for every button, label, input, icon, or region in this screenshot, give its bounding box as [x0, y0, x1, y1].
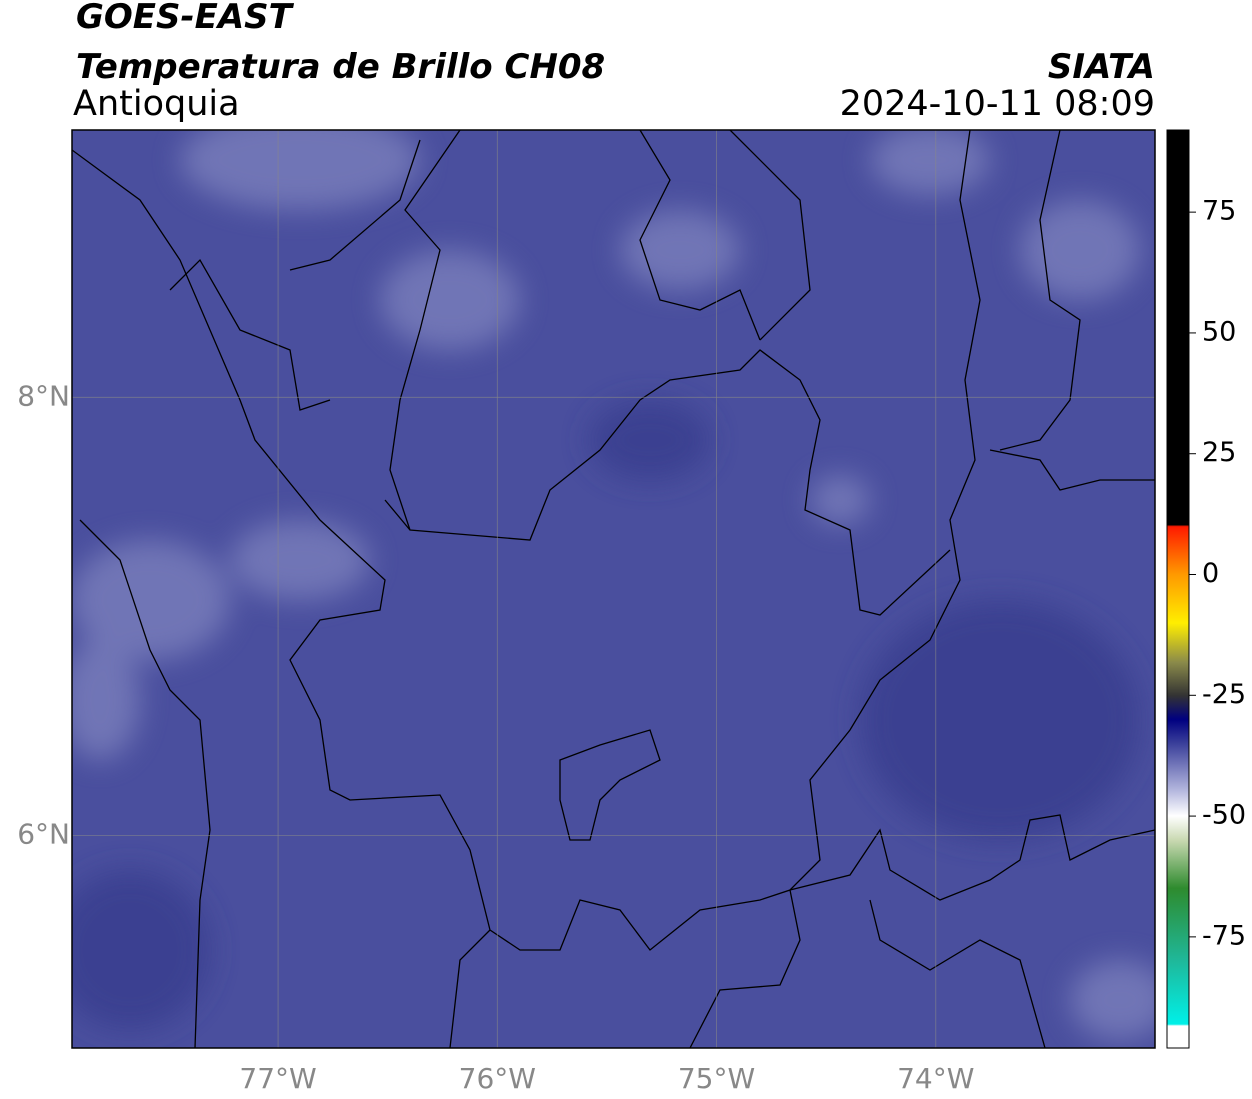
colorbar-tick-label: 0	[1202, 558, 1219, 589]
x-tick-label: 74°W	[897, 1062, 974, 1095]
region: Antioquia	[73, 84, 240, 124]
datetime: 2024-10-11 08:09	[840, 84, 1155, 124]
y-tick-label: 8°N	[17, 379, 70, 412]
title-line1: GOES-EAST	[76, 0, 295, 37]
x-tick-label: 77°W	[239, 1062, 316, 1095]
colorbar-tick-label: 75	[1202, 196, 1236, 227]
grid	[72, 130, 1155, 1048]
title-line2: Temperatura de Brillo CH08	[76, 47, 605, 87]
colorbar-tick-label: 25	[1202, 437, 1236, 468]
map-frame	[71, 129, 1156, 1049]
colorbar-tick-label: -50	[1202, 800, 1246, 831]
x-tick-label: 75°W	[678, 1062, 755, 1095]
colorbar-tick-label: -25	[1202, 679, 1246, 710]
source: SIATA	[1048, 47, 1155, 87]
y-tick-label: 6°N	[17, 817, 70, 850]
colorbar-tick-label: 50	[1202, 316, 1236, 347]
map-field	[72, 130, 1155, 1048]
x-tick-label: 76°W	[459, 1062, 536, 1095]
colorbar-tick-label: -75	[1202, 920, 1246, 951]
colorbar	[1166, 129, 1190, 1049]
